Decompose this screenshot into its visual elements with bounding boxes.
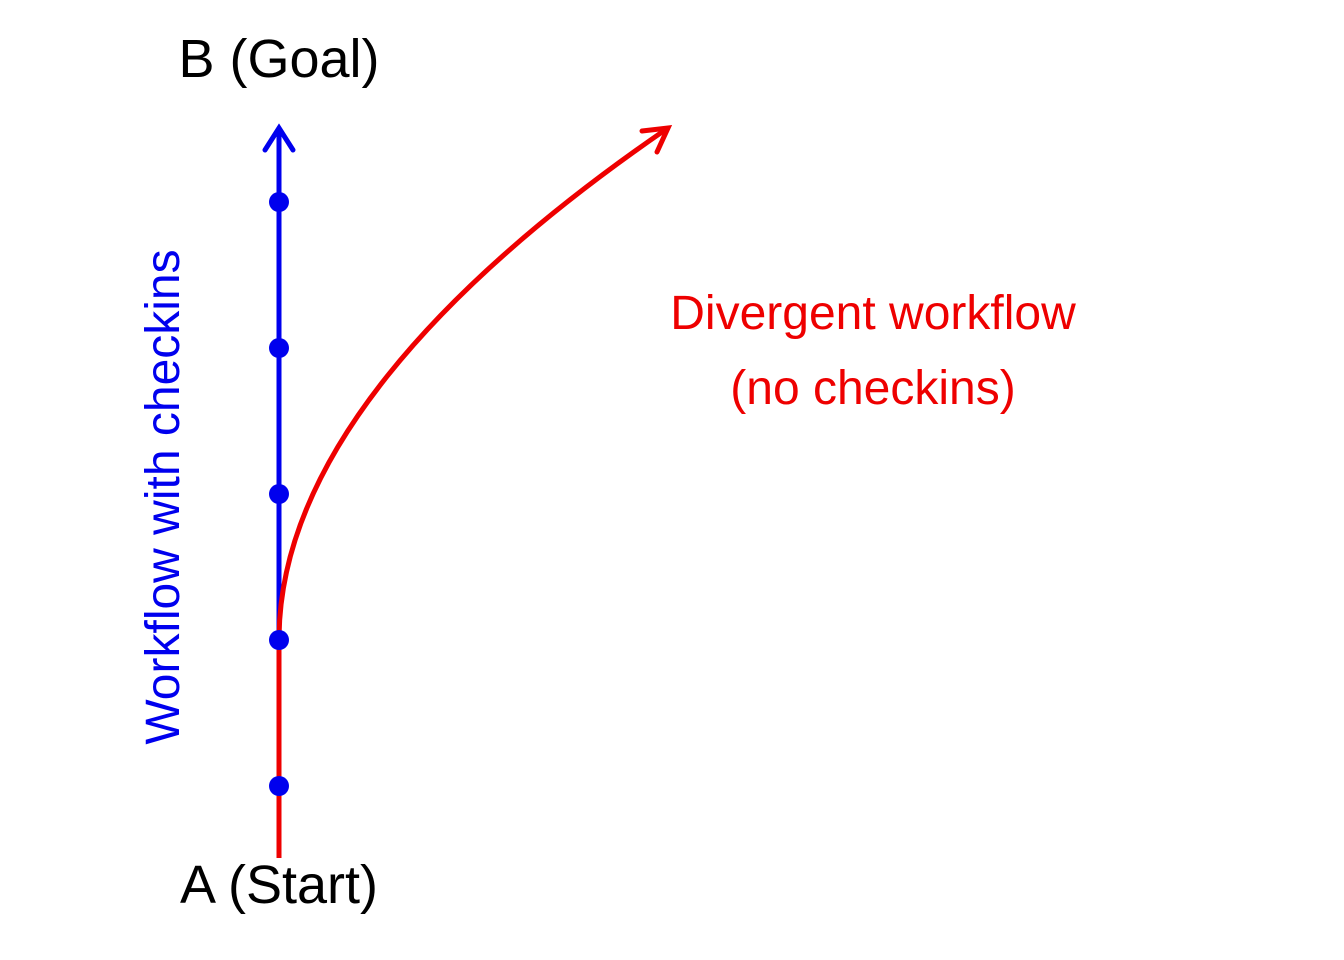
divergent-path-line: [276, 127, 667, 858]
checkin-point-2: [269, 630, 289, 650]
checkin-path-arrowhead: [262, 123, 296, 153]
divergent-path-arrowhead: [639, 125, 673, 155]
checkin-path-label: Workflow with checkins: [137, 249, 190, 744]
divergent-label-line2: (no checkins): [730, 362, 1015, 415]
start-label: A (Start): [180, 855, 378, 915]
goal-label: B (Goal): [178, 29, 379, 89]
checkin-point-5: [269, 192, 289, 212]
checkin-point-1: [269, 776, 289, 796]
checkin-point-3: [269, 484, 289, 504]
checkin-point-4: [269, 338, 289, 358]
divergent-label-line1: Divergent workflow: [670, 287, 1076, 340]
